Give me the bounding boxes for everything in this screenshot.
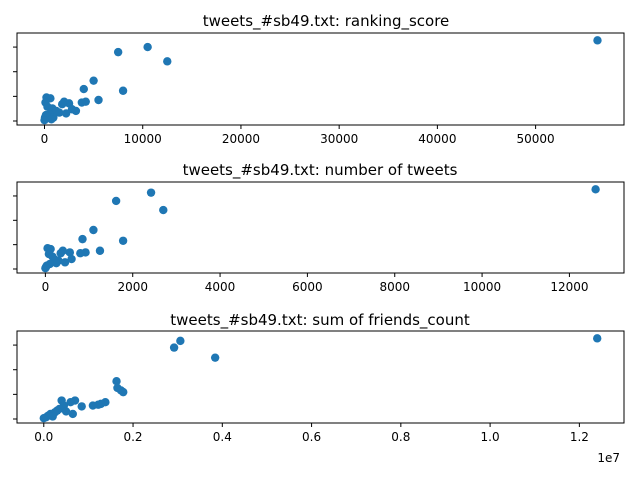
- x-tick-label: 0.8: [391, 430, 410, 444]
- data-point: [61, 109, 71, 118]
- data-point: [89, 225, 98, 235]
- data-point: [77, 402, 86, 411]
- data-point: [48, 412, 57, 421]
- data-point: [112, 377, 121, 386]
- x-tick-label: 0: [42, 280, 50, 294]
- axes-frame: [16, 330, 625, 424]
- data-point: [60, 258, 70, 267]
- data-point: [66, 398, 75, 407]
- subplot-title: tweets_#sb49.txt: number of tweets: [183, 161, 458, 180]
- data-point: [41, 263, 50, 273]
- subplot-title: tweets_#sb49.txt: sum of friends_count: [170, 311, 470, 330]
- data-point: [52, 258, 61, 268]
- data-point: [65, 248, 75, 257]
- data-point: [94, 95, 103, 105]
- data-point: [47, 115, 56, 124]
- data-point: [95, 246, 105, 255]
- x-tick-label: 6000: [292, 280, 323, 294]
- x-tick-label: 12000: [550, 280, 588, 294]
- data-point: [71, 106, 81, 116]
- data-point: [118, 86, 128, 95]
- x-tick-label: 40000: [418, 132, 456, 146]
- data-point: [79, 84, 88, 94]
- data-point: [111, 196, 121, 206]
- data-point: [67, 254, 76, 264]
- data-point: [48, 252, 57, 261]
- subplot-sum-of-friends-count: tweets_#sb49.txt: sum of friends_count 1…: [13, 311, 625, 465]
- data-point: [61, 407, 71, 416]
- subplot-ranking-score: tweets_#sb49.txt: ranking_score 0 10000 20…: [13, 12, 625, 146]
- data-point: [143, 42, 152, 52]
- data-point: [39, 413, 48, 423]
- x-tick-label: 10000: [463, 280, 501, 294]
- data-point: [593, 36, 602, 45]
- x-tick-label: 8000: [379, 280, 410, 294]
- data-point: [89, 76, 98, 85]
- data-point: [159, 205, 168, 215]
- data-point: [57, 100, 67, 109]
- x-tick-label: 10000: [124, 132, 162, 146]
- data-point: [591, 185, 600, 194]
- axes-frame: [16, 181, 625, 274]
- x-tick-label: 50000: [517, 132, 555, 146]
- x-tick-label: 2000: [117, 280, 148, 294]
- subplot-number-of-tweets: tweets_#sb49.txt: number of tweets 0 2000…: [13, 161, 625, 294]
- data-point: [169, 343, 179, 352]
- data-point: [118, 236, 128, 245]
- x-tick-label: 0.0: [34, 430, 53, 444]
- data-point: [52, 106, 61, 116]
- data-point: [119, 387, 128, 397]
- data-point: [76, 249, 85, 258]
- data-point: [210, 353, 220, 362]
- data-point: [146, 188, 156, 197]
- data-point: [56, 249, 65, 258]
- axes-frame: [16, 32, 625, 126]
- data-point: [163, 57, 172, 66]
- data-point: [68, 409, 77, 419]
- x-tick-label: 20000: [222, 132, 260, 146]
- data-point: [113, 47, 123, 57]
- data-point: [88, 401, 98, 410]
- x-tick-label: 0.4: [213, 430, 232, 444]
- data-point: [77, 98, 87, 107]
- x-tick-label: 0: [41, 132, 49, 146]
- data-point: [176, 336, 185, 346]
- subplot-title: tweets_#sb49.txt: ranking_score: [203, 12, 450, 31]
- x-tick-label: 1.0: [481, 430, 500, 444]
- x-tick-label: 4000: [205, 280, 236, 294]
- x-offset-label: 1e7: [597, 451, 620, 465]
- x-tick-label: 30000: [320, 132, 358, 146]
- x-tick-label: 0.2: [123, 430, 142, 444]
- data-point: [593, 334, 602, 343]
- x-tick-label: 1.2: [570, 430, 589, 444]
- data-point: [78, 234, 87, 244]
- data-point: [40, 115, 49, 125]
- x-tick-label: 0.6: [302, 430, 321, 444]
